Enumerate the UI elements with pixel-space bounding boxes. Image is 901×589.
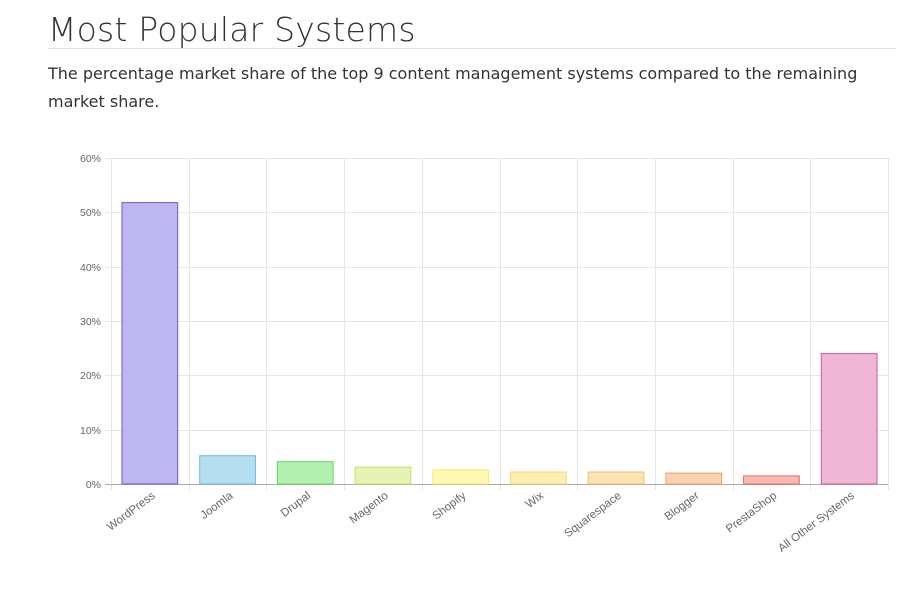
x-tick-label: PrestaShop [724,490,779,536]
x-tick-label: Shopify [431,490,469,523]
y-tick-label: 40% [80,262,101,274]
bar-wordpress[interactable] [121,202,179,485]
y-tick-label: 60% [80,153,101,165]
bar-all-other-systems[interactable] [820,353,878,485]
bar-blogger[interactable] [665,472,723,485]
x-tick-label: Magento [348,490,391,527]
bar-magento[interactable] [354,466,412,485]
x-tick-label: All Other Systems [776,490,857,555]
x-tick-label: Drupal [279,490,313,520]
y-tick-label: 30% [80,316,101,328]
page-subtitle: The percentage market share of the top 9… [48,64,858,111]
bar-wix[interactable] [510,471,567,485]
y-tick-label: 50% [80,207,101,219]
x-tick-label: WordPress [105,490,158,534]
bar-prestashop[interactable] [743,475,800,485]
y-tick-label: 20% [80,370,101,382]
x-tick-label: Wix [524,490,547,511]
x-tick-label: Joomla [199,489,236,521]
page-title: Most Popular Systems [48,10,416,49]
bar-shopify[interactable] [432,469,489,485]
x-tick-label: Blogger [663,490,702,524]
bar-joomla[interactable] [199,455,256,485]
x-tick-label: Squarespace [562,490,623,540]
y-tick-label: 10% [80,425,101,437]
title-divider [48,48,896,49]
y-tick-label: 0% [86,479,101,491]
bar-drupal[interactable] [276,461,334,485]
bar-squarespace[interactable] [587,471,645,485]
